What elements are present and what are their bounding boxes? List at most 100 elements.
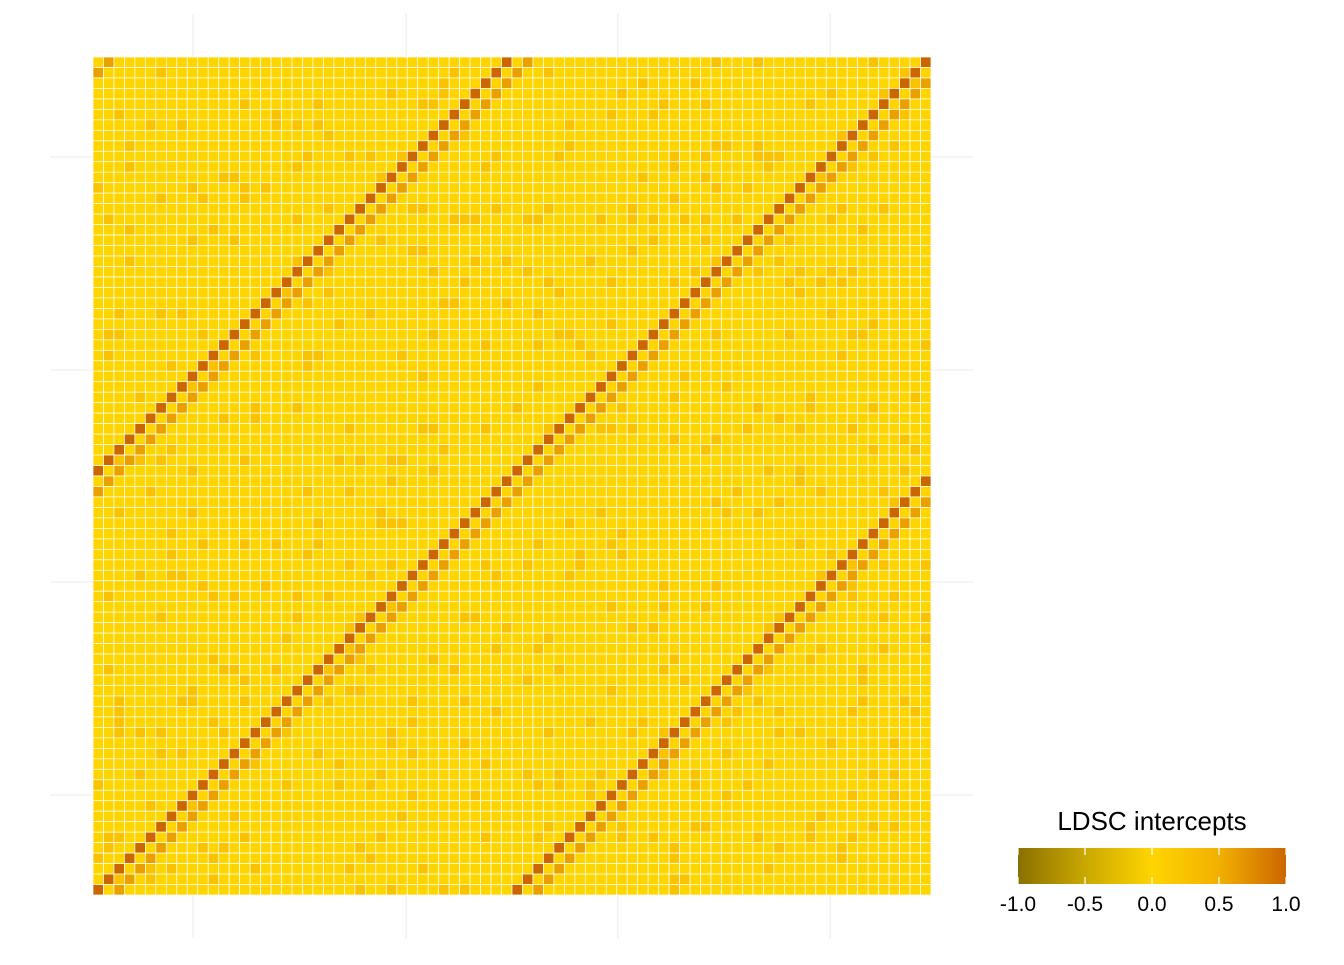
heatmap-cell [334,424,344,434]
heatmap-cell [418,235,428,245]
heatmap-cell [93,644,103,654]
heatmap-cell [617,382,627,392]
heatmap-cell [376,287,386,297]
heatmap-cell [585,172,595,182]
heatmap-cell [900,476,910,486]
heatmap-cell [145,308,155,318]
heatmap-cell [114,256,124,266]
heatmap-cell [93,308,103,318]
heatmap-cell [502,130,512,140]
heatmap-cell [701,151,711,161]
heatmap-cell [282,109,292,119]
heatmap-cell [240,581,250,591]
heatmap-cell [93,507,103,517]
heatmap-cell [711,235,721,245]
heatmap-cell [784,204,794,214]
heatmap-cell [355,287,365,297]
heatmap-cell [722,308,732,318]
heatmap-cell [921,225,931,235]
heatmap-cell [575,350,585,360]
heatmap-cell [334,267,344,277]
heatmap-cell [753,67,763,77]
heatmap-cell [428,235,438,245]
heatmap-cell [292,686,302,696]
heatmap-cell [564,413,574,423]
heatmap-cell [753,486,763,496]
heatmap-cell [187,350,197,360]
heatmap-cell [240,204,250,214]
heatmap-cell [596,445,606,455]
heatmap-cell [93,99,103,109]
heatmap-cell [103,424,113,434]
heatmap-cell [502,67,512,77]
heatmap-cell [376,277,386,287]
heatmap-cell [763,193,773,203]
heatmap-cell [910,591,920,601]
heatmap-cell [365,665,375,675]
heatmap-cell [229,706,239,716]
heatmap-cell [156,235,166,245]
heatmap-cell [261,392,271,402]
heatmap-cell [795,602,805,612]
heatmap-cell [575,109,585,119]
heatmap-cell [596,424,606,434]
heatmap-cell [868,497,878,507]
heatmap-cell [135,581,145,591]
heatmap-cell [868,528,878,538]
heatmap-cell [680,88,690,98]
heatmap-cell [858,57,868,67]
heatmap-cell [606,549,616,559]
heatmap-cell [470,633,480,643]
heatmap-cell [701,560,711,570]
heatmap-cell [638,466,648,476]
heatmap-cell [470,287,480,297]
heatmap-cell [470,518,480,528]
heatmap-cell [669,591,679,601]
heatmap-cell [722,466,732,476]
heatmap-cell [502,403,512,413]
heatmap-cell [617,413,627,423]
heatmap-cell [449,120,459,130]
heatmap-cell [418,623,428,633]
heatmap-cell [229,424,239,434]
heatmap-cell [910,162,920,172]
heatmap-cell [837,644,847,654]
heatmap-cell [250,591,260,601]
heatmap-cell [564,570,574,580]
heatmap-cell [554,130,564,140]
heatmap-cell [156,67,166,77]
heatmap-cell [376,497,386,507]
heatmap-cell [365,99,375,109]
heatmap-cell [921,78,931,88]
heatmap-cell [103,141,113,151]
heatmap-cell [124,686,134,696]
heatmap-cell [617,183,627,193]
heatmap-cell [177,539,187,549]
heatmap-cell [648,88,658,98]
heatmap-cell [502,424,512,434]
heatmap-cell [344,329,354,339]
heatmap-cell [795,497,805,507]
heatmap-cell [847,277,857,287]
heatmap-cell [428,361,438,371]
heatmap-cell [187,539,197,549]
heatmap-cell [921,675,931,685]
heatmap-cell [837,361,847,371]
heatmap-cell [250,518,260,528]
heatmap-cell [617,361,627,371]
heatmap-cell [900,696,910,706]
heatmap-cell [533,350,543,360]
heatmap-cell [858,193,868,203]
heatmap-cell [261,445,271,455]
heatmap-cell [470,277,480,287]
heatmap-cell [187,413,197,423]
heatmap-cell [491,665,501,675]
heatmap-cell [292,225,302,235]
heatmap-cell [805,204,815,214]
heatmap-cell [103,413,113,423]
heatmap-cell [187,560,197,570]
heatmap-cell [481,99,491,109]
heatmap-cell [784,141,794,151]
heatmap-cell [837,246,847,256]
heatmap-cell [418,591,428,601]
